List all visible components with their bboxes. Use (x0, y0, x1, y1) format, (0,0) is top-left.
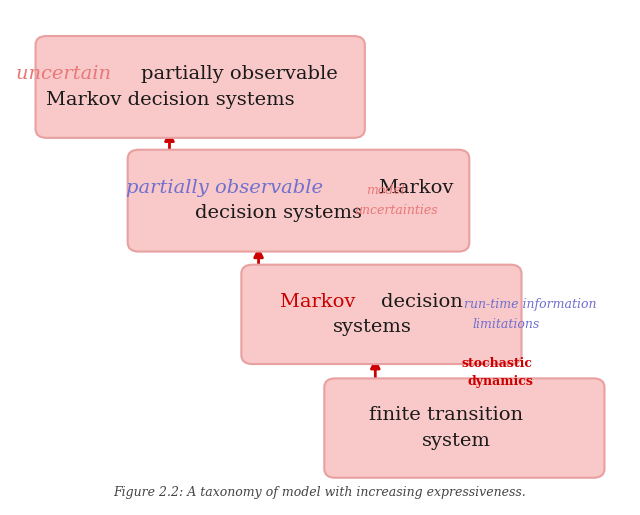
Text: finite transition: finite transition (369, 406, 523, 424)
Text: dynamics: dynamics (467, 374, 533, 388)
FancyBboxPatch shape (128, 150, 469, 251)
FancyBboxPatch shape (36, 36, 365, 138)
Text: decision: decision (381, 293, 463, 311)
Text: run-time information: run-time information (465, 298, 597, 311)
Text: Markov: Markov (378, 179, 453, 197)
Text: systems: systems (333, 318, 412, 336)
Text: decision systems: decision systems (195, 204, 362, 222)
Text: limitations: limitations (472, 318, 540, 331)
Text: Markov decision systems: Markov decision systems (46, 91, 295, 109)
FancyBboxPatch shape (241, 265, 522, 364)
Text: system: system (422, 432, 491, 450)
Text: Markov: Markov (280, 293, 362, 311)
Text: model: model (366, 184, 405, 197)
Text: uncertain: uncertain (15, 65, 117, 83)
Text: stochastic: stochastic (461, 357, 532, 370)
Text: partially observable: partially observable (126, 179, 329, 197)
Text: uncertainties: uncertainties (354, 204, 437, 217)
FancyBboxPatch shape (324, 379, 604, 478)
Text: partially observable: partially observable (141, 65, 338, 83)
Text: Figure 2.2: A taxonomy of model with increasing expressiveness.: Figure 2.2: A taxonomy of model with inc… (114, 486, 526, 499)
